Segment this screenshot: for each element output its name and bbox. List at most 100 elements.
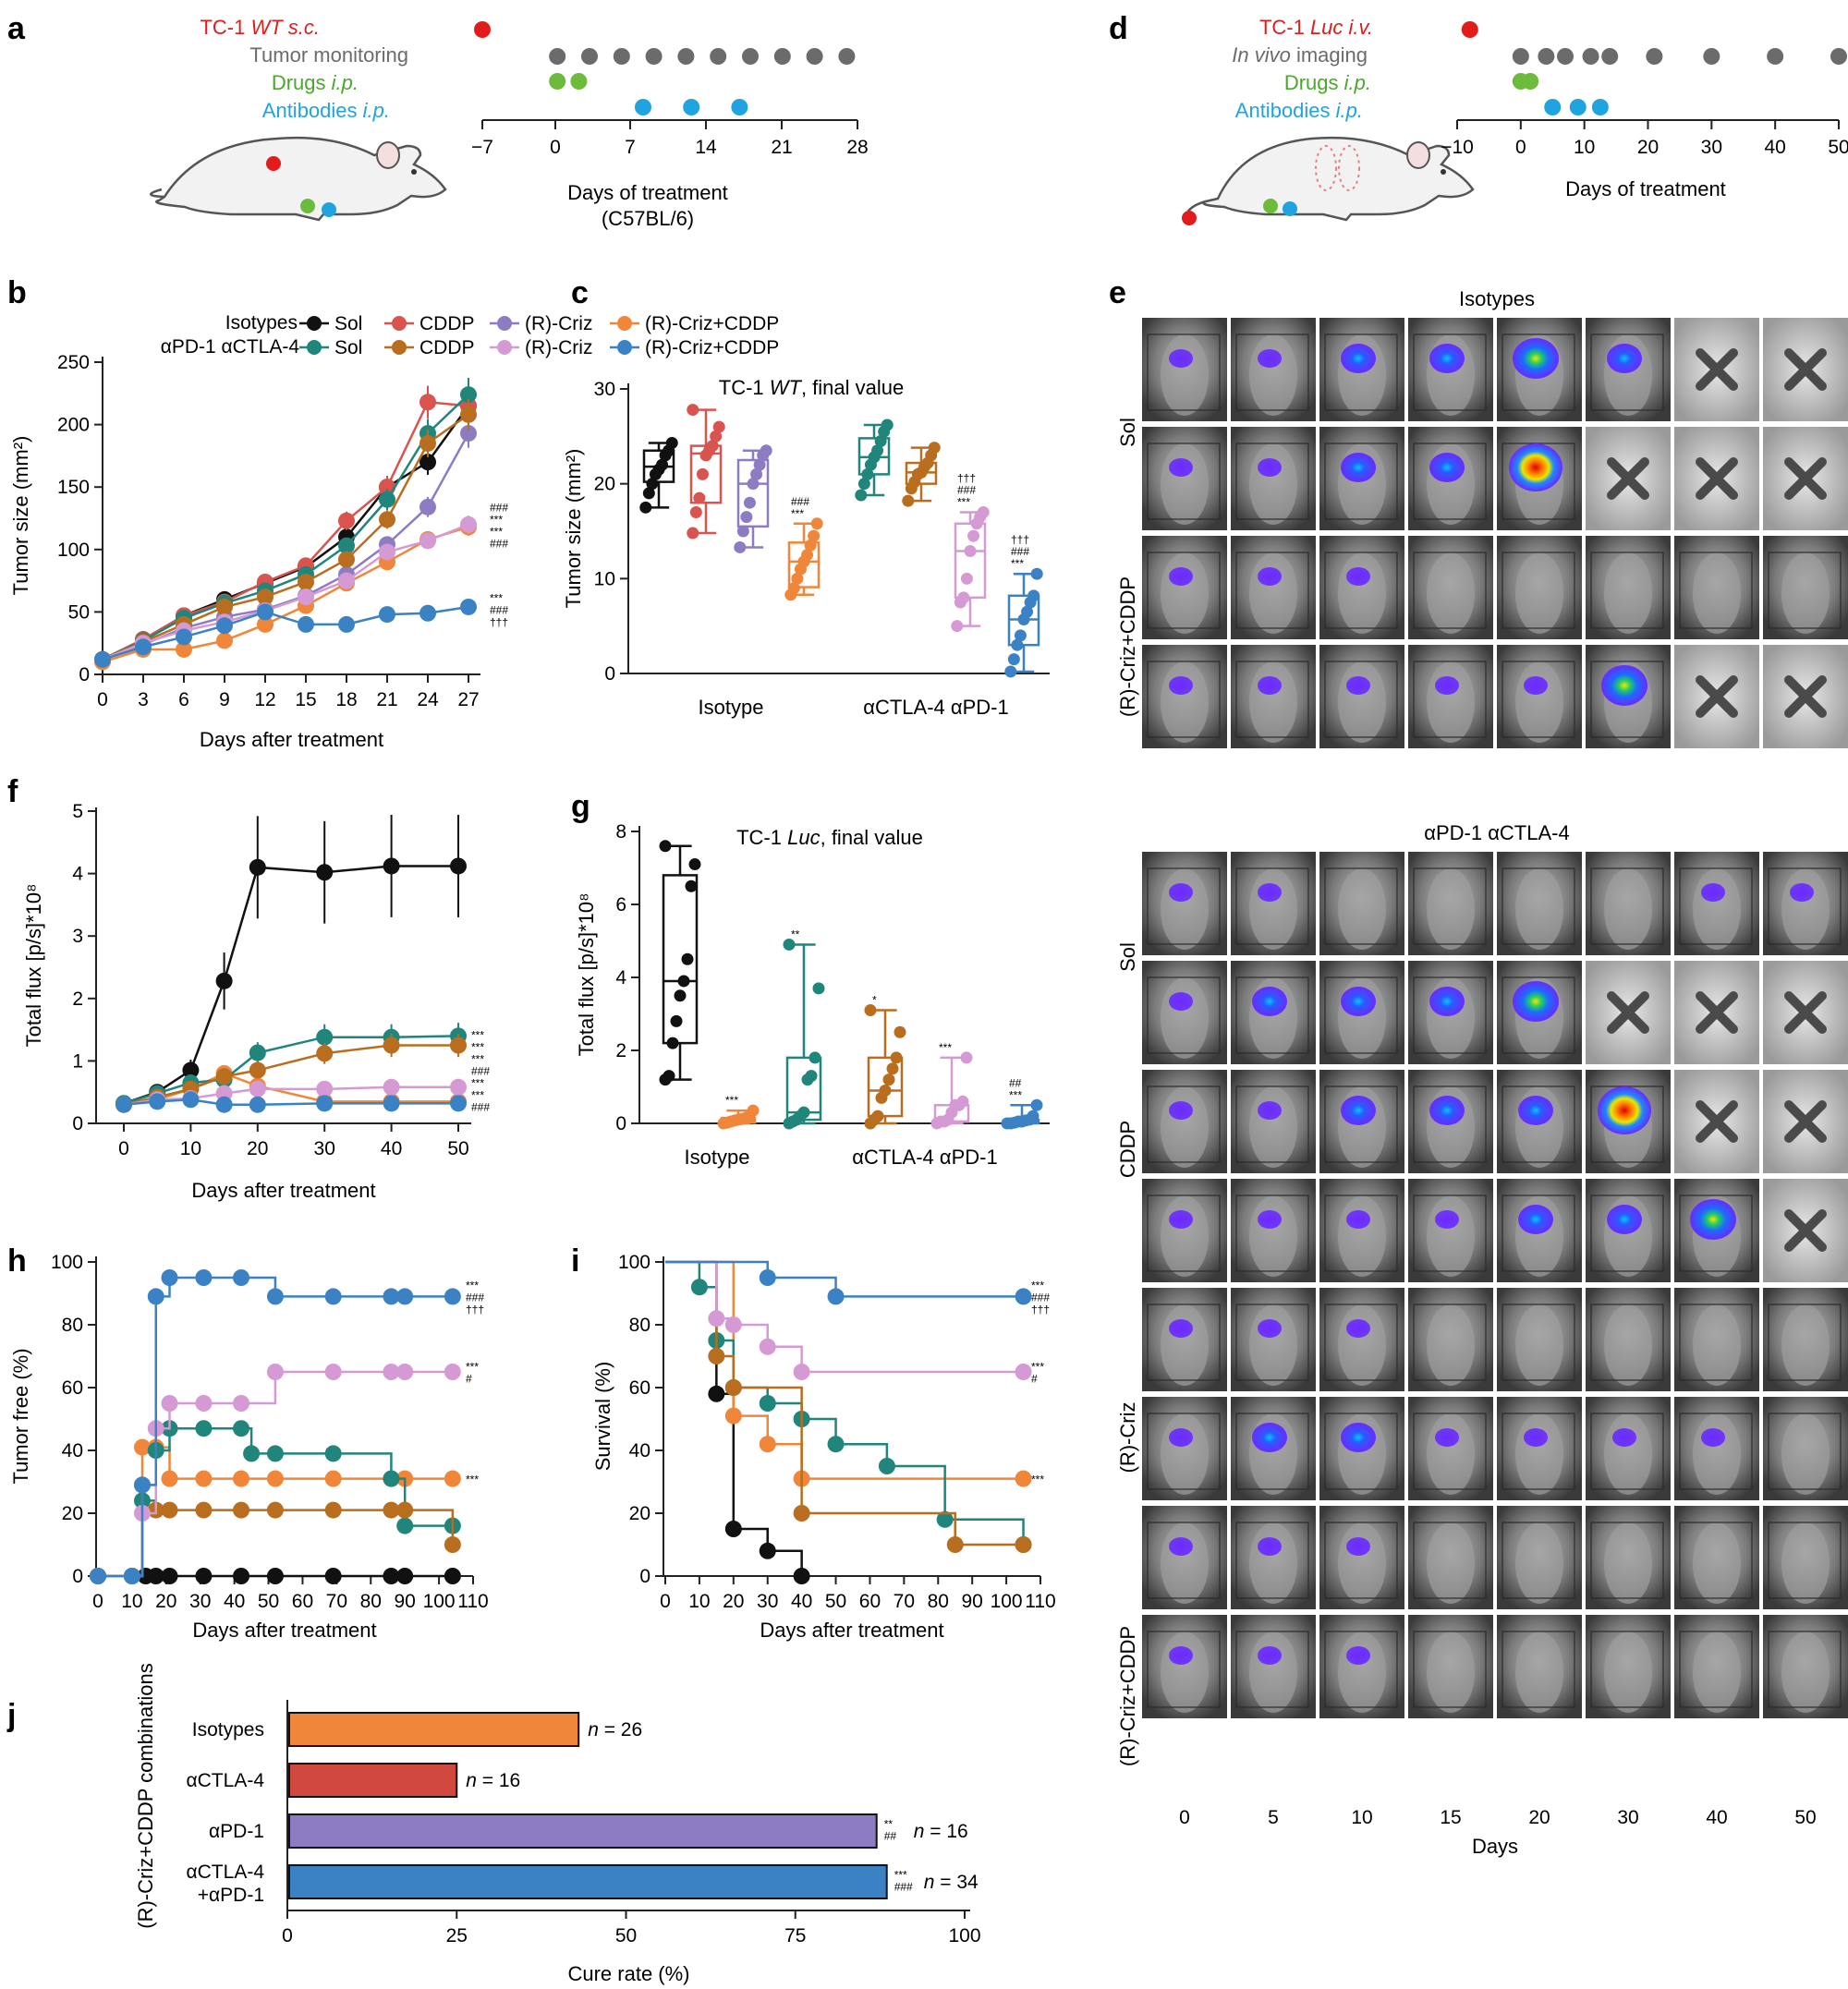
y-tick-label: 80 (629, 1315, 650, 1336)
event-marker (161, 1395, 178, 1412)
antibody-dot (1591, 99, 1609, 115)
panel-d: d TC-1 Luc i.v. In vivo imaging Drugs i.… (1109, 11, 1848, 225)
timeline-tick-label: −10 (1441, 137, 1474, 158)
significance-mark: *** (471, 1053, 484, 1066)
mouse-body (1249, 1195, 1297, 1277)
mouse-body (1693, 1304, 1741, 1386)
box-point (805, 1070, 818, 1083)
significance-mark: ### (490, 604, 508, 617)
x-tick-label: 50 (825, 1591, 846, 1612)
luminescence-signal (1169, 992, 1193, 1011)
event-marker (1015, 1364, 1032, 1380)
event-marker (759, 1338, 776, 1355)
label-tc1-luc: TC-1 Luc i.v. (1259, 16, 1373, 39)
chart-c-title-pre: TC-1 (719, 376, 770, 399)
panel-letter-e: e (1109, 275, 1126, 310)
imaging-frame (1235, 661, 1309, 738)
data-point (298, 573, 314, 590)
imaging-frame (1147, 976, 1221, 1054)
x-tick-label: 0 (97, 689, 108, 710)
mouse-body (1604, 1522, 1652, 1604)
event-marker (266, 1470, 284, 1487)
significance-mark: ### (466, 1291, 484, 1304)
event-marker (396, 1568, 414, 1584)
imaging-frame (1502, 1195, 1575, 1272)
box-point (808, 1051, 821, 1064)
event-marker (444, 1568, 461, 1584)
panel-e-axis-title: Days (1472, 1835, 1518, 1858)
imaging-frame (1413, 1631, 1487, 1708)
mouse-body (1249, 1522, 1297, 1604)
imaging-frame (1590, 552, 1664, 629)
x-tick-label: 27 (457, 689, 479, 710)
significance-mark: # (466, 1373, 472, 1386)
event-marker (161, 1269, 178, 1286)
event-marker (133, 1438, 151, 1456)
event-marker (936, 1510, 954, 1528)
mouse-body (1604, 868, 1652, 950)
label-imaging: In vivo imaging (1232, 43, 1368, 67)
imaging-frame (1679, 1631, 1753, 1708)
dead-x-icon (1607, 457, 1649, 500)
inoculation-dot (474, 21, 491, 38)
dead-x-icon (1784, 1209, 1827, 1252)
label-tumor-inoculation: TC-1 WT s.c. (200, 16, 320, 39)
x-tick-label: 100 (991, 1591, 1023, 1612)
mouse-body (1427, 1304, 1475, 1386)
day-label: 5 (1268, 1807, 1279, 1828)
mouse-body (1161, 334, 1209, 416)
event-marker (266, 1568, 284, 1584)
x-tick-label: 10 (180, 1138, 201, 1159)
event-marker (444, 1288, 461, 1305)
antibody-dot (731, 99, 748, 115)
monitoring-dot (710, 48, 727, 65)
legend-item-antibody-marker (392, 340, 407, 355)
mouse-body (1515, 661, 1563, 743)
x-tick-label: 24 (417, 689, 439, 710)
imaging-dot (1646, 48, 1663, 65)
antibody-site-dot-d (1283, 201, 1297, 216)
legend-item-isotype-label: (R)-Criz (525, 313, 592, 334)
antibody-site-dot (322, 202, 336, 217)
luminescence-signal (1258, 1537, 1282, 1556)
event-marker (324, 1501, 342, 1519)
data-point (383, 1037, 400, 1054)
luminescence-signal (1169, 1210, 1193, 1229)
significance-mark: *** (1031, 1474, 1044, 1486)
panel-e-row-top-sol: Sol (1116, 418, 1139, 447)
box-point (956, 1095, 969, 1108)
luminescence-signal (1169, 883, 1193, 902)
box-point (861, 467, 874, 480)
day-label: 30 (1617, 1807, 1638, 1828)
timeline-tick-label: −7 (471, 137, 493, 158)
box-point (696, 467, 709, 480)
event-marker (324, 1470, 342, 1487)
y-tick-label: 40 (62, 1440, 83, 1461)
data-point (450, 1037, 467, 1054)
significance-mark: ** (884, 1818, 894, 1831)
imaging-frame (1235, 1304, 1309, 1381)
event-marker (324, 1568, 342, 1584)
antibody-dot (635, 99, 651, 115)
mouse-body (1781, 552, 1830, 634)
event-marker (266, 1288, 284, 1305)
n-label: n = 26 (588, 1719, 642, 1740)
mouse-body (1781, 1304, 1830, 1386)
data-point (249, 1061, 266, 1079)
box-point (1030, 567, 1043, 580)
data-point (379, 606, 395, 624)
data-point (215, 972, 233, 989)
n-label: n = 16 (914, 1821, 968, 1842)
box-point (712, 420, 725, 433)
mouse-body (1338, 1522, 1386, 1604)
imaging-frame (1324, 1631, 1398, 1708)
imaging-frame (1324, 1522, 1398, 1599)
box-point (783, 938, 796, 951)
box-point (689, 505, 702, 518)
monitoring-dot (549, 48, 566, 65)
box-point (1014, 629, 1027, 642)
series-line (102, 526, 469, 663)
data-point (298, 588, 314, 606)
mouse-body (1604, 552, 1652, 634)
mouse-body (1427, 661, 1475, 743)
